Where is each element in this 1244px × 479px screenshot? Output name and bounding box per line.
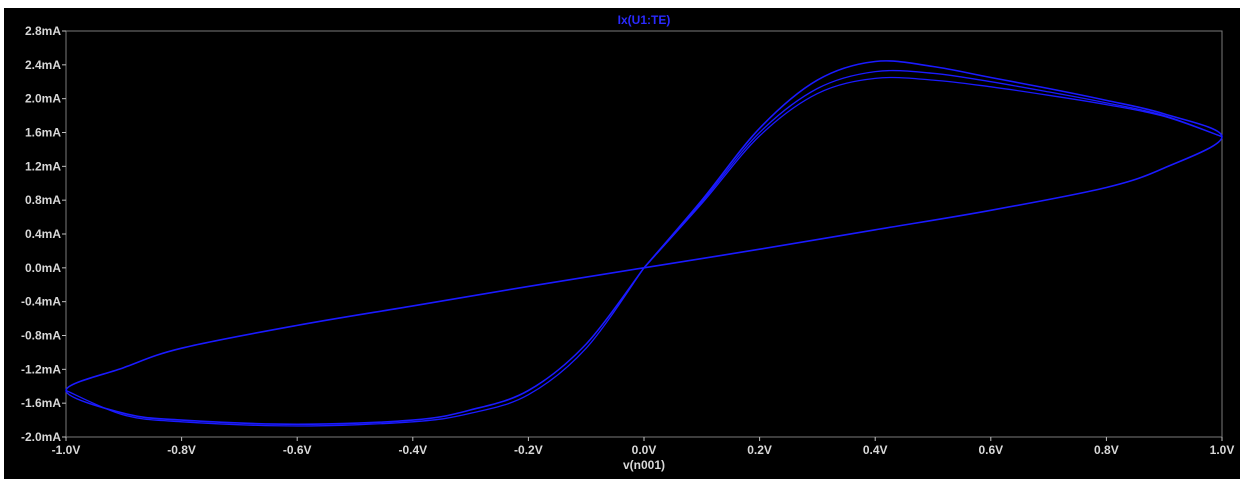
x-tick-label: 0.0V xyxy=(632,443,657,457)
x-tick-label: 0.8V xyxy=(1094,443,1119,457)
x-tick-label: -0.8V xyxy=(167,443,196,457)
x-tick-label: 0.6V xyxy=(978,443,1003,457)
trace-line[interactable] xyxy=(65,60,1223,426)
x-tick-label: 1.0V xyxy=(1210,443,1235,457)
trace-line[interactable] xyxy=(65,267,645,427)
plot-pane[interactable]: -2.0mA -1.6mA -1.2mA -0.8mA -0.4mA 0.0mA 0.4mA… xyxy=(4,8,1240,479)
y-tick-label: 2.8mA xyxy=(25,24,61,38)
y-tick-label: 0.8mA xyxy=(25,193,61,207)
y-tick-label: 1.6mA xyxy=(25,126,61,140)
y-tick-label: 0.0mA xyxy=(25,261,61,275)
x-tick-label: -0.2V xyxy=(514,443,543,457)
y-tick-label: 1.2mA xyxy=(25,159,61,173)
x-axis-title: v(n001) xyxy=(623,458,665,472)
x-tick-label: -0.6V xyxy=(283,443,312,457)
x-tick-label: -0.4V xyxy=(398,443,427,457)
y-tick-label: -1.6mA xyxy=(21,396,61,410)
x-tick-label: 0.4V xyxy=(863,443,888,457)
y-tick-label: -0.4mA xyxy=(21,295,61,309)
trace-line[interactable] xyxy=(643,76,1223,269)
y-tick-label: 2.0mA xyxy=(25,92,61,106)
y-tick-label: -2.0mA xyxy=(21,430,61,444)
y-tick-label: -1.2mA xyxy=(21,362,61,376)
y-tick-label: 0.4mA xyxy=(25,227,61,241)
y-tick-label: -0.8mA xyxy=(21,329,61,343)
trace-line[interactable] xyxy=(643,69,1223,269)
x-tick-label: 0.2V xyxy=(747,443,772,457)
y-tick-label: 2.4mA xyxy=(25,58,61,72)
trace-title[interactable]: Ix(U1:TE) xyxy=(618,13,671,27)
chart-svg[interactable]: -2.0mA -1.6mA -1.2mA -0.8mA -0.4mA 0.0mA 0.4mA… xyxy=(4,8,1240,479)
x-tick-label: -1.0V xyxy=(52,443,81,457)
